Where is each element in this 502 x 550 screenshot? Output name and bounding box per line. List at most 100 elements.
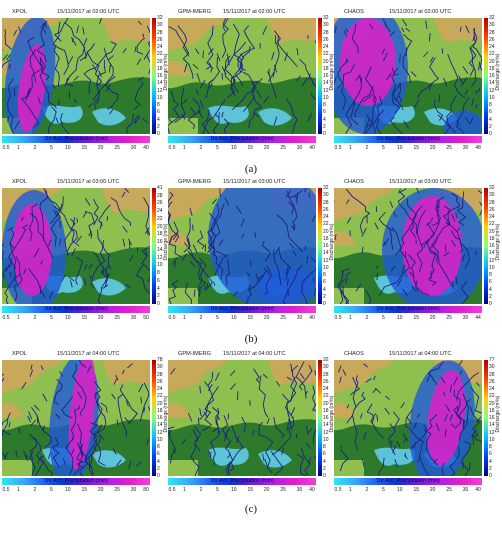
precipitation-tick-label: 1 bbox=[183, 145, 186, 151]
precipitation-tick-label: 1 bbox=[349, 487, 352, 493]
precipitation-tick-label: 10 bbox=[396, 145, 403, 151]
discharge-colorbar bbox=[318, 188, 322, 304]
discharge-tick-label: 10 bbox=[489, 264, 495, 271]
discharge-tick-label: 4 bbox=[489, 458, 492, 465]
discharge-tick-label: 26 bbox=[323, 36, 329, 43]
discharge-tick-label: 14 bbox=[323, 422, 329, 429]
discharge-tick-label: 12 bbox=[323, 87, 329, 94]
precipitation-tick-label: 5 bbox=[215, 315, 219, 321]
discharge-tick-label: 10 bbox=[489, 436, 495, 443]
precipitation-tick-label: 2 bbox=[199, 487, 203, 493]
panel-source-label: XPOL bbox=[12, 351, 27, 357]
precipitation-tick-label: 15 bbox=[81, 315, 87, 321]
discharge-tick-label: 4 bbox=[323, 116, 326, 123]
precipitation-tick-label: 5 bbox=[49, 315, 53, 321]
map-panel: CHAOS 15/11/2017 at 04:00 UTC 77 30 28 26 24 22… bbox=[334, 350, 501, 502]
precipitation-tick-label: 1 bbox=[183, 487, 186, 493]
discharge-tick-label: 20 bbox=[157, 58, 163, 65]
discharge-tick-label: 12 bbox=[157, 87, 163, 94]
discharge-tick-label: 6 bbox=[323, 109, 326, 116]
discharge-ticks: 32 30 28 26 24 22 20 18 16 14 12 10 8 6 4 2 0 bbox=[157, 15, 169, 137]
discharge-tick-label: 6 bbox=[157, 277, 160, 284]
discharge-tick-label: 2 bbox=[489, 293, 492, 300]
precipitation-tick-label: 0.5 bbox=[2, 145, 10, 151]
terrain-river-map bbox=[2, 360, 150, 476]
discharge-tick-label: 4 bbox=[323, 286, 326, 293]
discharge-tick-label: 30 bbox=[323, 192, 329, 199]
precipitation-tick-label: 50 bbox=[143, 315, 149, 321]
discharge-tick-label: 32 bbox=[489, 15, 495, 21]
precipitation-tick-label: 0.5 bbox=[2, 487, 10, 493]
precipitation-tick-label: 25 bbox=[280, 487, 286, 493]
discharge-tick-label: 0 bbox=[323, 301, 326, 307]
discharge-ticks: 41 28 26 24 22 20 18 16 14 12 10 8 6 4 2 0 bbox=[157, 185, 169, 307]
discharge-tick-label: 4 bbox=[157, 458, 160, 465]
precipitation-ticks: 0.5 1 2 5 10 15 20 25 30 48 bbox=[334, 145, 482, 152]
discharge-tick-label: 18 bbox=[489, 65, 495, 72]
precipitation-tick-label: 25 bbox=[280, 145, 286, 151]
terrain-river-map bbox=[334, 188, 482, 304]
map-panel: GPM-IMERG 15/11/2017 at 03:00 UTC 32 30 28 26… bbox=[168, 178, 335, 330]
precipitation-tick-label: 40 bbox=[475, 487, 481, 493]
discharge-tick-label: 12 bbox=[489, 429, 495, 436]
precipitation-axis-label: 1hr Acc. Precipitation (mm) bbox=[44, 136, 108, 142]
panel-title: CHAOS 15/11/2017 at 04:00 UTC bbox=[334, 350, 494, 359]
precipitation-tick-label: 5 bbox=[49, 145, 53, 151]
discharge-tick-label: 41 bbox=[157, 185, 163, 191]
precipitation-tick-label: 15 bbox=[81, 145, 87, 151]
precipitation-tick-label: 30 bbox=[462, 315, 469, 321]
terrain-river-map bbox=[168, 18, 316, 134]
precipitation-colorbar: 1hr Acc. Precipitation (mm) bbox=[334, 136, 482, 143]
discharge-tick-label: 16 bbox=[323, 415, 329, 421]
precipitation-tick-label: 5 bbox=[381, 145, 385, 151]
panel-source-label: GPM-IMERG bbox=[178, 351, 211, 357]
panel-timestamp: 15/11/2017 at 04:00 UTC bbox=[57, 351, 120, 357]
discharge-axis-label: Discharge (m³/s) bbox=[495, 395, 501, 433]
precipitation-map bbox=[168, 360, 316, 476]
discharge-tick-label: 30 bbox=[157, 364, 163, 371]
precipitation-ticks: 0.5 1 2 5 10 15 20 25 30 50 bbox=[2, 315, 150, 322]
discharge-tick-label: 2 bbox=[157, 123, 160, 130]
precipitation-tick-label: 44 bbox=[475, 315, 481, 321]
discharge-colorbar bbox=[318, 360, 322, 476]
precipitation-colorbar: 1hr Acc. Precipitation (mm) bbox=[2, 136, 150, 143]
discharge-tick-label: 2 bbox=[157, 465, 160, 472]
precipitation-ticks: 0.5 1 2 5 10 15 20 25 30 40 bbox=[168, 487, 316, 494]
precipitation-tick-label: 1 bbox=[349, 315, 352, 321]
precipitation-tick-label: 30 bbox=[130, 487, 137, 493]
discharge-tick-label: 28 bbox=[489, 199, 495, 206]
precipitation-ticks: 0.5 1 2 5 10 15 20 25 30 40 bbox=[334, 487, 482, 494]
discharge-tick-label: 32 bbox=[323, 15, 329, 21]
discharge-tick-label: 24 bbox=[157, 44, 163, 50]
precipitation-tick-label: 0.5 bbox=[168, 487, 176, 493]
discharge-colorbar bbox=[318, 18, 322, 134]
discharge-tick-label: 14 bbox=[157, 246, 163, 253]
discharge-tick-label: 8 bbox=[157, 102, 160, 108]
discharge-tick-label: 6 bbox=[489, 279, 492, 286]
precipitation-tick-label: 48 bbox=[475, 145, 481, 151]
panel-source-label: GPM-IMERG bbox=[178, 9, 211, 15]
discharge-tick-label: 20 bbox=[157, 223, 163, 230]
discharge-tick-label: 24 bbox=[489, 44, 495, 50]
discharge-tick-label: 10 bbox=[157, 436, 163, 443]
precipitation-tick-label: 20 bbox=[263, 145, 270, 151]
discharge-tick-label: 28 bbox=[489, 371, 495, 378]
map-panel: XPOL 15/11/2017 at 03:00 UTC 41 28 26 24 22 20 1… bbox=[2, 178, 169, 330]
discharge-tick-label: 18 bbox=[323, 235, 329, 242]
discharge-tick-label: 30 bbox=[323, 22, 329, 29]
precipitation-axis-label: 1hr Acc. Precipitation (mm) bbox=[44, 478, 108, 484]
precipitation-tick-label: 15 bbox=[413, 145, 419, 151]
precipitation-tick-label: 15 bbox=[413, 487, 419, 493]
precipitation-map bbox=[334, 188, 482, 304]
precipitation-ticks: 0.5 1 2 5 10 15 20 25 30 40 bbox=[168, 145, 316, 152]
panel-source-label: CHAOS bbox=[344, 351, 364, 357]
precipitation-tick-label: 30 bbox=[296, 487, 303, 493]
discharge-tick-label: 16 bbox=[157, 415, 163, 421]
discharge-tick-label: 6 bbox=[157, 451, 160, 458]
discharge-tick-label: 6 bbox=[323, 451, 326, 458]
precipitation-tick-label: 30 bbox=[296, 145, 303, 151]
precipitation-axis-label: 1hr Acc. Precipitation (mm) bbox=[44, 306, 108, 312]
precipitation-tick-label: 25 bbox=[446, 315, 452, 321]
panel-title: CHAOS 15/11/2017 at 02:00 UTC bbox=[334, 8, 494, 17]
precipitation-tick-label: 5 bbox=[215, 145, 219, 151]
